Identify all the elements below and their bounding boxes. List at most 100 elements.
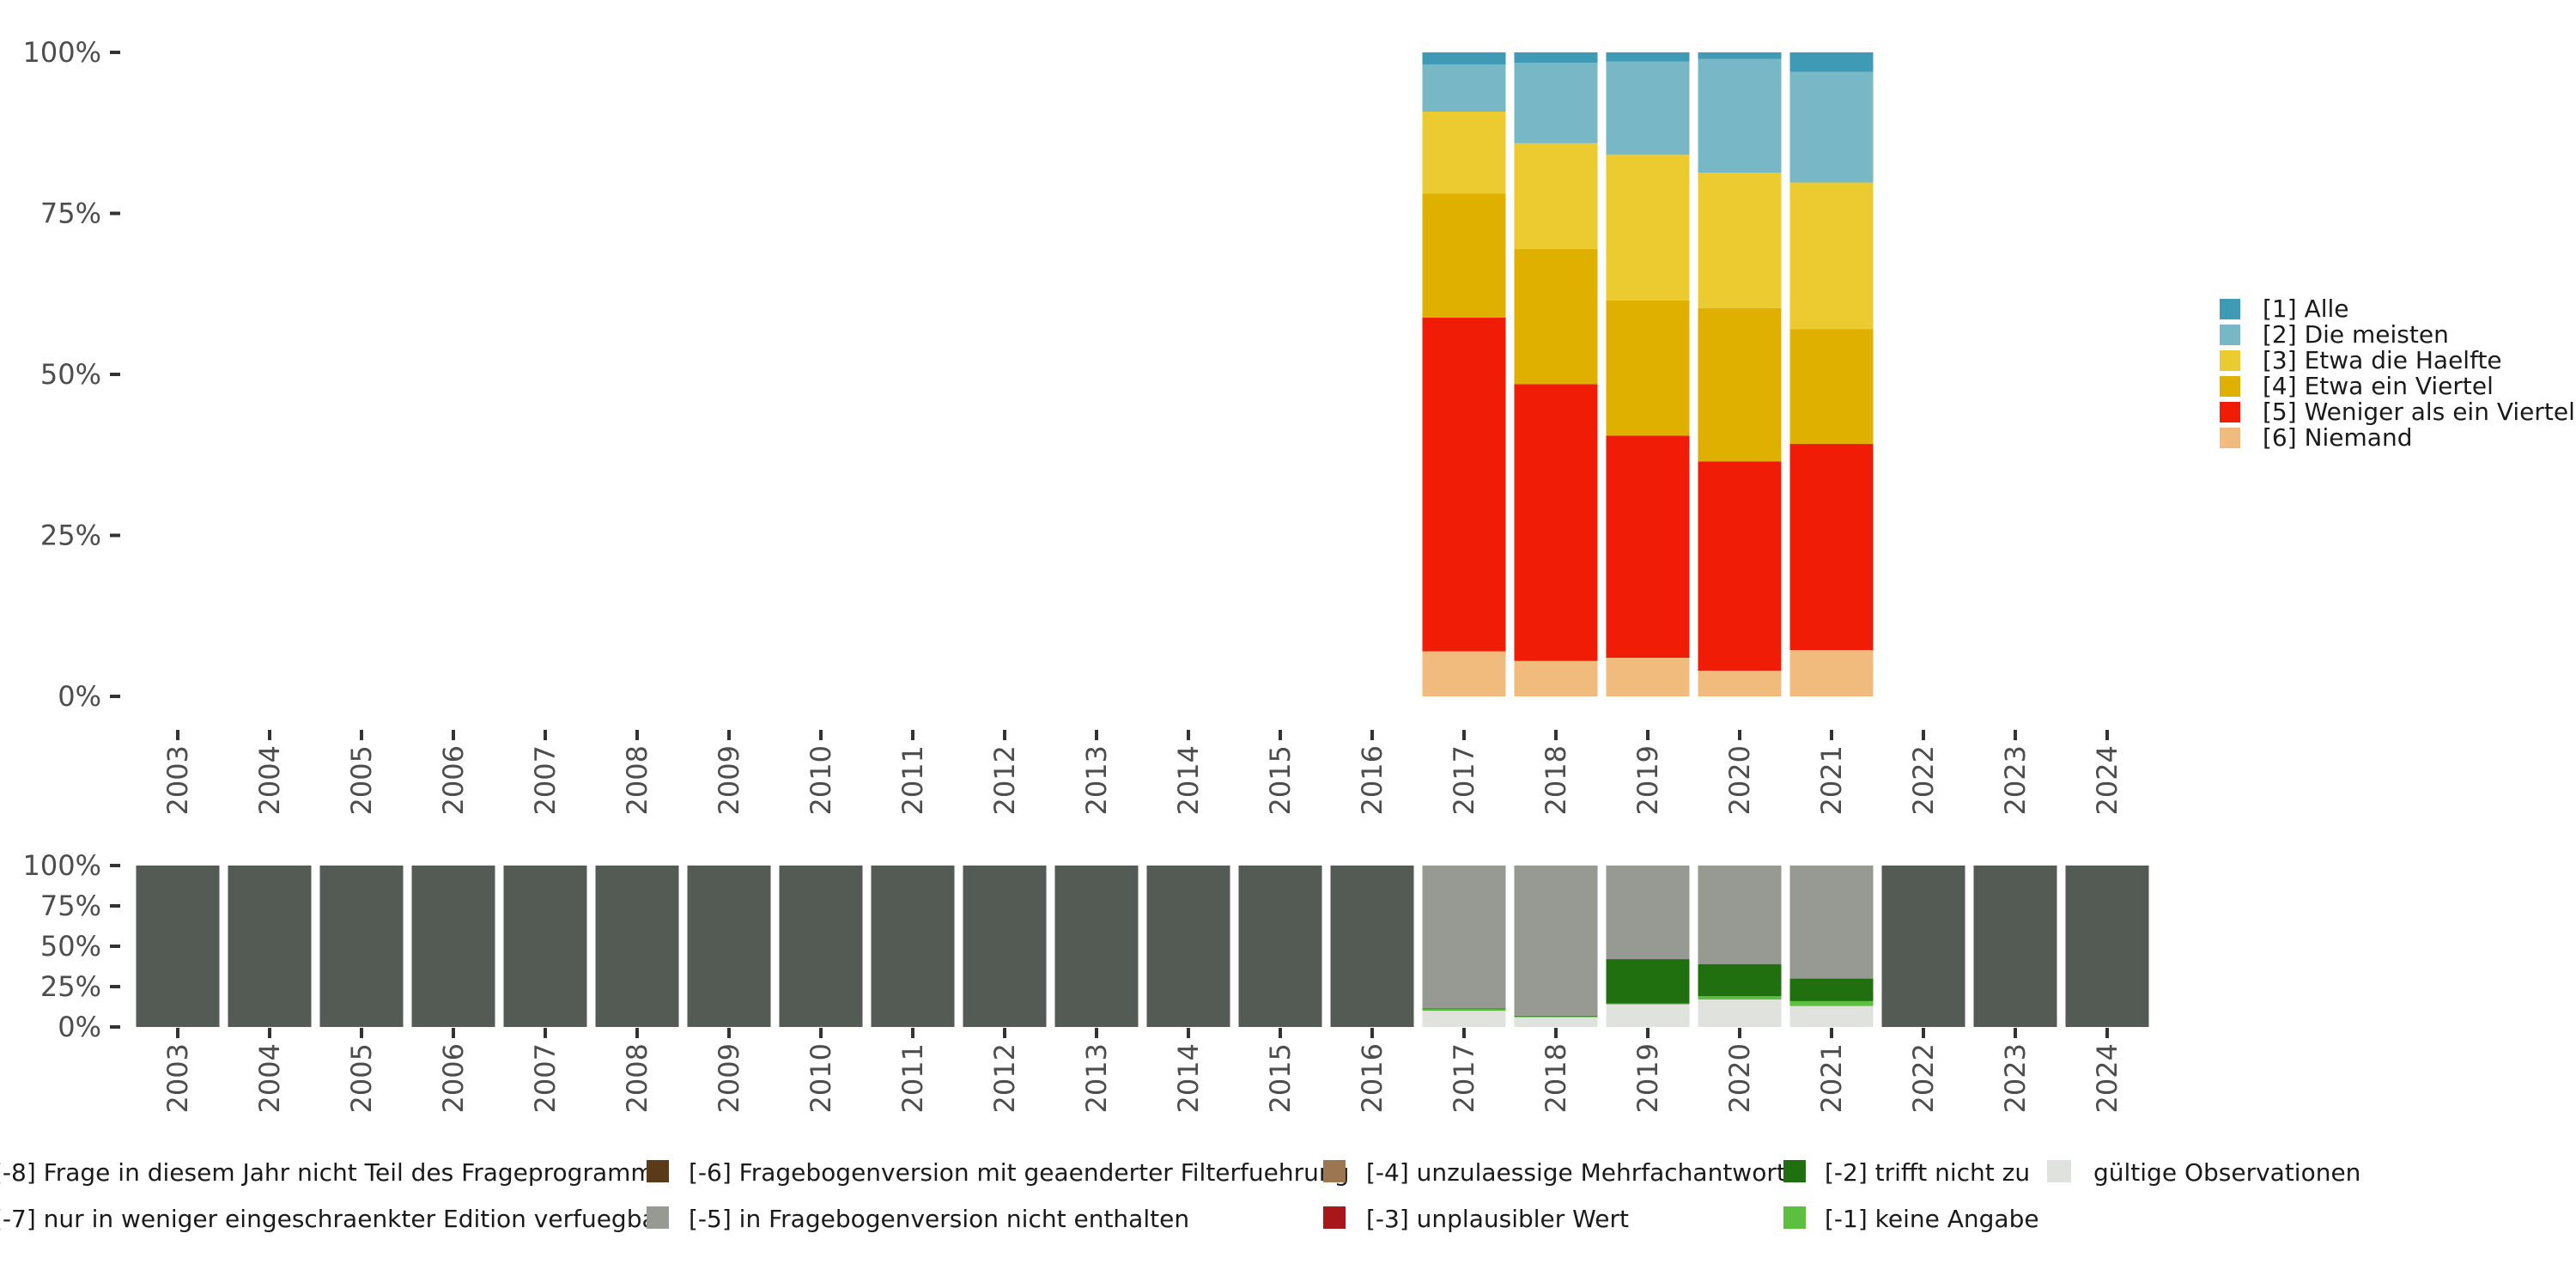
bar-segment xyxy=(1881,866,1965,1027)
bar-segment xyxy=(136,866,220,1027)
x-tick-label: 2015 xyxy=(1264,1043,1297,1113)
x-tick-label: 2010 xyxy=(805,745,837,815)
y-tick-label: 25% xyxy=(40,970,101,1003)
legend-swatch xyxy=(2220,402,2240,422)
legend-label: [-4] unzulaessige Mehrfachantwort xyxy=(1366,1158,1786,1187)
bar-segment xyxy=(1606,61,1690,155)
bar-segment xyxy=(1789,866,1874,979)
legend-swatch xyxy=(2049,1160,2071,1182)
bar-segment xyxy=(1514,143,1598,249)
bar-segment xyxy=(1422,52,1506,65)
bar-segment xyxy=(1789,978,1874,1001)
top-chart: 0% 25% 50% 75% 100% 2003 2004 2005 2006 2007 2008 2… xyxy=(23,36,2123,815)
y-tick-label: 50% xyxy=(40,358,101,391)
legend-label: [-7] nur in weniger eingeschraenkter Edi… xyxy=(0,1205,667,1233)
legend-label: [-2] trifft nicht zu xyxy=(1825,1158,2030,1187)
bar-segment xyxy=(1422,651,1506,696)
bar-segment xyxy=(1422,866,1506,1009)
legend-swatch xyxy=(2220,299,2240,319)
x-tick-label: 2016 xyxy=(1356,1043,1388,1113)
bar-segment xyxy=(1422,64,1506,112)
x-tick-label: 2013 xyxy=(1080,1043,1113,1113)
x-tick-label: 2018 xyxy=(1540,745,1572,815)
x-tick-label: 2019 xyxy=(1631,745,1664,815)
bar-segment xyxy=(687,866,771,1027)
legend-label: [-6] Fragebogenversion mit geaenderter F… xyxy=(689,1158,1349,1187)
x-tick-label: 2022 xyxy=(1907,745,1940,815)
bar-segment xyxy=(1789,329,1874,444)
bar-segment xyxy=(1606,155,1690,301)
x-tick-label: 2023 xyxy=(1999,745,2032,815)
y-tick-label: 0% xyxy=(58,1011,101,1043)
legend-label: [5] Weniger als ein Viertel xyxy=(2263,398,2575,426)
bar-segment xyxy=(1606,1004,1690,1027)
legend-swatch xyxy=(2220,325,2240,345)
x-tick-label: 2011 xyxy=(896,745,929,815)
y-tick-label: 50% xyxy=(40,930,101,963)
bar-segment xyxy=(1606,959,1690,1004)
bar-segment xyxy=(1789,444,1874,650)
legend-swatch xyxy=(2220,428,2240,448)
legend-swatch xyxy=(2220,376,2240,397)
bottom-chart: 0% 25% 50% 75% 100% 2003 2004 2005 2006 2007 2008 2… xyxy=(23,849,2149,1113)
bar-segment xyxy=(1698,996,1782,1000)
x-tick-label: 2021 xyxy=(1815,1043,1848,1113)
bar-segment xyxy=(503,866,587,1027)
bar-segment xyxy=(1422,112,1506,194)
bar-segment xyxy=(1514,660,1598,696)
x-tick-label: 2020 xyxy=(1723,745,1756,815)
bar-segment xyxy=(1698,52,1782,59)
legend-label: [4] Etwa ein Viertel xyxy=(2263,372,2494,400)
bar-segment xyxy=(1514,1017,1598,1027)
x-tick-label: 2017 xyxy=(1448,1043,1480,1113)
bar-segment xyxy=(1789,52,1874,72)
bar-segment xyxy=(1422,318,1506,652)
bar-segment xyxy=(1422,1008,1506,1010)
bottom-legend: [-8] Frage in diesem Jahr nicht Teil des… xyxy=(0,1158,2360,1233)
bar-segment xyxy=(1606,866,1690,960)
x-tick-label: 2005 xyxy=(345,1043,378,1113)
x-tick-label: 2015 xyxy=(1264,745,1297,815)
bar-segment xyxy=(1789,1005,1874,1027)
bar-segment xyxy=(1698,671,1782,696)
x-tick-label: 2009 xyxy=(713,745,745,815)
bar-segment xyxy=(1606,658,1690,696)
x-tick-label: 2007 xyxy=(529,745,562,815)
legend-swatch xyxy=(2220,350,2240,371)
x-tick-label: 2014 xyxy=(1172,1043,1205,1113)
bar-segment xyxy=(1606,300,1690,436)
legend-label: gültige Observationen xyxy=(2093,1158,2360,1187)
legend-label: [-1] keine Angabe xyxy=(1825,1205,2039,1233)
bar-segment xyxy=(871,866,955,1027)
bar-segment xyxy=(1698,866,1782,964)
bar-segment xyxy=(1698,963,1782,997)
bar-segment xyxy=(1514,384,1598,661)
x-tick-label: 2019 xyxy=(1631,1043,1664,1113)
bar-segment xyxy=(1698,999,1782,1027)
x-tick-label: 2008 xyxy=(621,745,653,815)
bar-segment xyxy=(228,866,312,1027)
y-tick-label: 25% xyxy=(40,519,101,552)
x-tick-label: 2011 xyxy=(896,1043,929,1113)
legend-label: [2] Die meisten xyxy=(2263,320,2449,349)
x-tick-label: 2009 xyxy=(713,1043,745,1113)
bar-segment xyxy=(2065,866,2149,1027)
bar-segment xyxy=(1698,173,1782,308)
x-tick-label: 2018 xyxy=(1540,1043,1572,1113)
x-tick-label: 2023 xyxy=(1999,1043,2032,1113)
right-legend: [1] Alle[2] Die meisten[3] Etwa die Hael… xyxy=(2220,295,2575,452)
y-tick-label: 75% xyxy=(40,197,101,230)
bar-segment xyxy=(1698,58,1782,173)
legend-label: [1] Alle xyxy=(2263,295,2349,323)
x-tick-label: 2003 xyxy=(161,1043,194,1113)
bar-segment xyxy=(1789,71,1874,183)
legend-label: [-8] Frage in diesem Jahr nicht Teil des… xyxy=(0,1158,666,1187)
legend-label: [-5] in Fragebogenversion nicht enthalte… xyxy=(689,1205,1189,1233)
legend-label: [6] Niemand xyxy=(2263,423,2412,452)
x-tick-label: 2021 xyxy=(1815,745,1848,815)
bar-segment xyxy=(319,866,404,1027)
bar-segment xyxy=(1514,63,1598,143)
x-tick-label: 2006 xyxy=(437,745,470,815)
x-tick-label: 2020 xyxy=(1723,1043,1756,1113)
legend-swatch xyxy=(1323,1160,1346,1182)
